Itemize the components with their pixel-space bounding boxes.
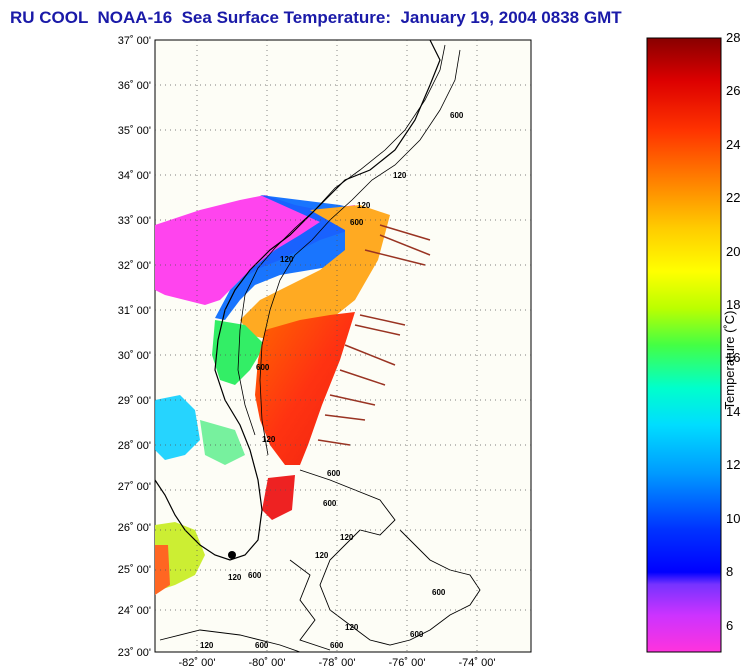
sst-gulfstream-warm bbox=[255, 312, 355, 465]
colorbar bbox=[646, 37, 722, 653]
sst-cool-region bbox=[215, 195, 360, 320]
lat-label: 32˚ 00' bbox=[118, 260, 151, 272]
svg-text:600: 600 bbox=[410, 630, 424, 639]
lat-label: 31˚ 00' bbox=[118, 305, 151, 317]
colorbar-tick-label: 24 bbox=[726, 137, 740, 152]
svg-text:120: 120 bbox=[228, 573, 242, 582]
svg-text:600: 600 bbox=[255, 641, 269, 650]
sst-keys-warm bbox=[155, 545, 170, 595]
lat-label: 23˚ 00' bbox=[118, 647, 151, 659]
lat-label: 29˚ 00' bbox=[118, 395, 151, 407]
lat-label: 27˚ 00' bbox=[118, 481, 151, 493]
miami-marker bbox=[228, 551, 236, 559]
sst-mid-region bbox=[240, 205, 390, 340]
longitude-labels: -82˚ 00' -80˚ 00' -78˚ 00' -76˚ 00' -74˚… bbox=[179, 657, 496, 669]
colorbar-tick-label: 18 bbox=[726, 297, 740, 312]
contour-labels: 120 600 120 600 120 600 600 120 600 600 … bbox=[200, 111, 464, 650]
colorbar-tick-label: 16 bbox=[726, 350, 740, 365]
sst-data-layer: 120 600 120 600 120 600 600 120 600 600 … bbox=[155, 40, 531, 652]
lon-label: -80˚ 00' bbox=[249, 657, 286, 669]
colorbar-tick-label: 12 bbox=[726, 457, 740, 472]
bahamas-outline bbox=[299, 469, 481, 646]
lat-lon-grid bbox=[155, 40, 531, 652]
svg-text:120: 120 bbox=[280, 255, 294, 264]
svg-text:600: 600 bbox=[327, 469, 341, 478]
lat-label: 24˚ 00' bbox=[118, 605, 151, 617]
svg-text:600: 600 bbox=[330, 641, 344, 650]
lat-label: 28˚ 00' bbox=[118, 440, 151, 452]
colorbar-title: Temperature (˚C) bbox=[722, 311, 737, 410]
lat-label: 33˚ 00' bbox=[118, 215, 151, 227]
lat-label: 30˚ 00' bbox=[118, 350, 151, 362]
sst-florida-west bbox=[155, 395, 200, 460]
cuba-outline bbox=[159, 629, 301, 652]
colorbar-tick-label: 8 bbox=[726, 564, 733, 579]
lon-label: -76˚ 00' bbox=[389, 657, 426, 669]
lon-label: -74˚ 00' bbox=[459, 657, 496, 669]
shelf-contour-north bbox=[259, 49, 461, 456]
bahamas-outline-2 bbox=[289, 559, 331, 651]
svg-text:600: 600 bbox=[450, 111, 464, 120]
latitude-labels: 37˚ 00' 36˚ 00' 35˚ 00' 34˚ 00' 33˚ 00' … bbox=[118, 35, 151, 659]
svg-text:120: 120 bbox=[200, 641, 214, 650]
sst-streaks bbox=[317, 224, 431, 446]
colorbar-tick-label: 28 bbox=[726, 30, 740, 45]
svg-text:120: 120 bbox=[340, 533, 354, 542]
colorbar-tick-label: 6 bbox=[726, 618, 733, 633]
svg-text:120: 120 bbox=[345, 623, 359, 632]
lat-label: 35˚ 00' bbox=[118, 125, 151, 137]
lon-label: -82˚ 00' bbox=[179, 657, 216, 669]
colorbar-tick-label: 14 bbox=[726, 404, 740, 419]
svg-text:600: 600 bbox=[248, 571, 262, 580]
colorbar-tick-label: 26 bbox=[726, 83, 740, 98]
sst-south-patch bbox=[262, 475, 295, 520]
colorbar-ticks: 28 26 24 22 20 18 16 14 12 10 8 6 bbox=[726, 30, 740, 633]
svg-text:120: 120 bbox=[393, 171, 407, 180]
colorbar-tick-label: 10 bbox=[726, 511, 740, 526]
map-title: RU COOL NOAA-16 Sea Surface Temperature:… bbox=[10, 8, 622, 27]
svg-text:120: 120 bbox=[315, 551, 329, 560]
colorbar-tick-label: 22 bbox=[726, 190, 740, 205]
lat-label: 25˚ 00' bbox=[118, 564, 151, 576]
svg-text:600: 600 bbox=[323, 499, 337, 508]
svg-text:600: 600 bbox=[350, 218, 364, 227]
lat-label: 34˚ 00' bbox=[118, 170, 151, 182]
lat-label: 26˚ 00' bbox=[118, 522, 151, 534]
svg-text:600: 600 bbox=[432, 588, 446, 597]
lat-label: 36˚ 00' bbox=[118, 80, 151, 92]
svg-text:120: 120 bbox=[357, 201, 371, 210]
shelf-contour-inner bbox=[237, 44, 446, 436]
lat-label: 37˚ 00' bbox=[118, 35, 151, 47]
sst-gulf-patch bbox=[200, 420, 245, 465]
svg-text:120: 120 bbox=[262, 435, 276, 444]
lon-label: -78˚ 00' bbox=[319, 657, 356, 669]
sst-cold-region bbox=[155, 195, 355, 305]
colorbar-tick-label: 20 bbox=[726, 244, 740, 259]
coastline-us bbox=[155, 40, 441, 561]
svg-text:600: 600 bbox=[256, 363, 270, 372]
